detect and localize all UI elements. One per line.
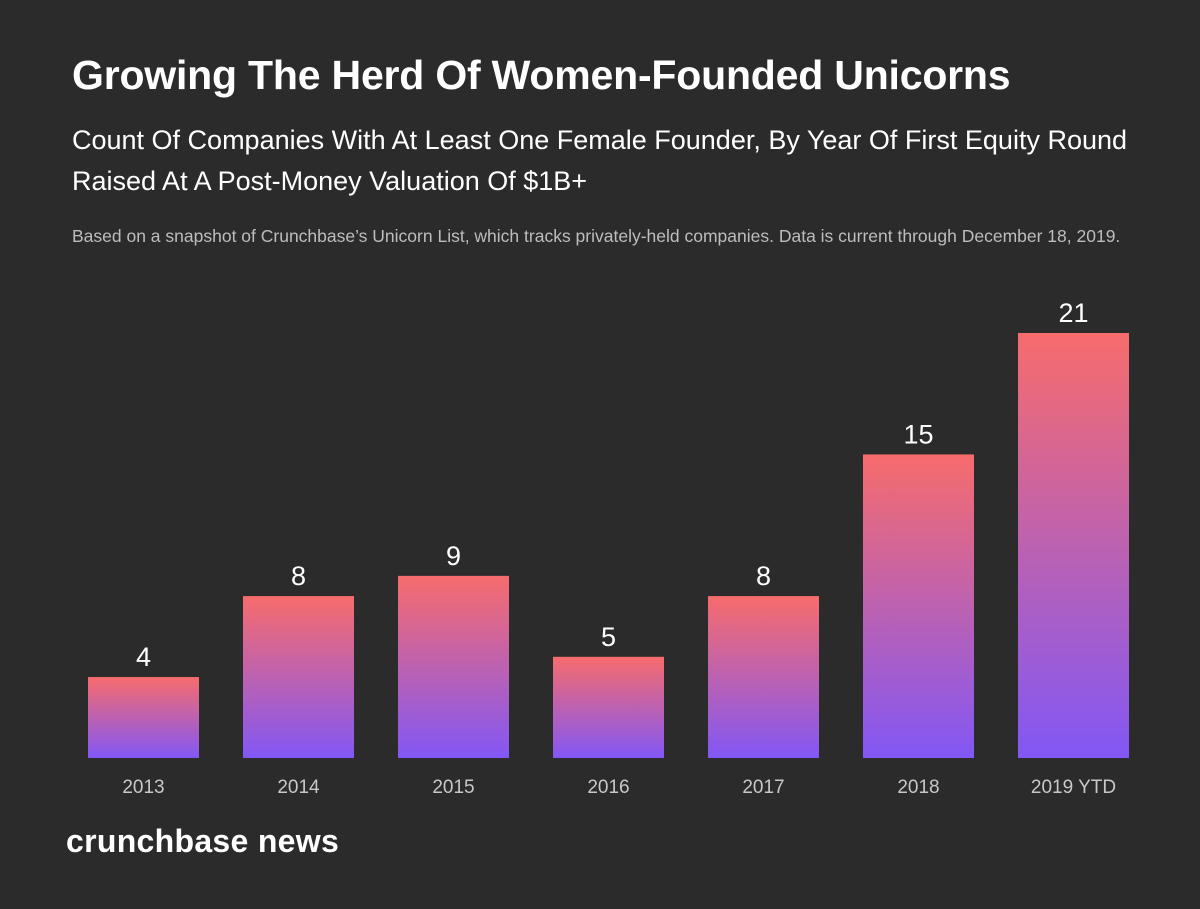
data-label: 8 xyxy=(291,561,306,591)
chart-subtitle: Count Of Companies With At Least One Fem… xyxy=(72,125,1128,196)
bar-2015 xyxy=(398,575,509,758)
x-tick-label: 2015 xyxy=(432,777,474,798)
data-label: 21 xyxy=(1058,298,1088,328)
data-label: 8 xyxy=(756,561,771,591)
data-label: 4 xyxy=(136,642,151,672)
data-label: 5 xyxy=(601,622,616,652)
x-tick-label: 2014 xyxy=(277,777,320,798)
bar-2019-ytd xyxy=(1018,333,1129,758)
data-label: 15 xyxy=(903,419,933,449)
crunchbase-news-logo: crunchbase news xyxy=(66,823,340,859)
x-tick-label: 2019 YTD xyxy=(1031,777,1116,798)
chart-title: Growing The Herd Of Women-Founded Unicor… xyxy=(72,52,1011,98)
x-tick-label: 2016 xyxy=(587,777,629,798)
data-note: Based on a snapshot of Crunchbase’s Unic… xyxy=(72,226,1121,246)
x-tick-label: 2018 xyxy=(897,777,939,798)
bar-2018 xyxy=(863,454,974,758)
x-tick-label: 2017 xyxy=(742,777,784,798)
bar-chart: 4 2013 8 2014 9 2015 5 2016 8 2017 15 2018 21 2019 YT… xyxy=(88,298,1129,798)
bar-2013 xyxy=(88,677,199,758)
bar-2017 xyxy=(708,596,819,758)
bar-2016 xyxy=(553,656,664,758)
x-tick-label: 2013 xyxy=(122,777,164,798)
bar-2014 xyxy=(243,596,354,758)
data-label: 9 xyxy=(446,541,461,571)
bars-group: 4 2013 8 2014 9 2015 5 2016 8 2017 15 2018 21 2019 YT… xyxy=(88,298,1129,798)
